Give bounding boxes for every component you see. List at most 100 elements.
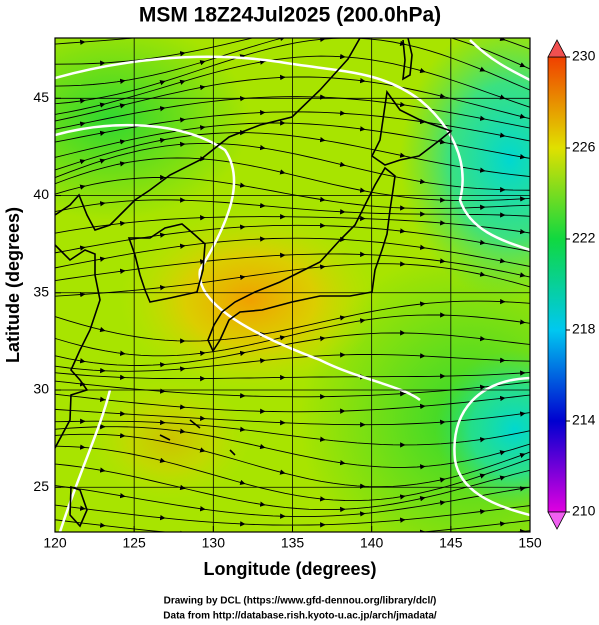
stream-arrow xyxy=(79,184,86,190)
stream-arrow xyxy=(239,274,246,281)
stream-arrow xyxy=(519,411,526,417)
stream-arrow xyxy=(479,66,486,72)
streamline xyxy=(55,132,530,177)
stream-arrow xyxy=(179,51,186,57)
streamline xyxy=(55,76,530,122)
stream-arrow xyxy=(119,103,126,109)
colorbar-min-arrow xyxy=(547,511,567,530)
colorbar-tick-label: 218 xyxy=(572,321,596,337)
stream-arrow xyxy=(119,161,126,167)
stream-arrow xyxy=(499,132,506,138)
stream-arrow xyxy=(119,139,126,145)
stream-arrow xyxy=(439,93,446,99)
colorbar-tick-label: 214 xyxy=(572,412,596,428)
streamline xyxy=(55,332,530,366)
stream-arrow xyxy=(519,113,526,119)
stream-arrow xyxy=(259,38,266,39)
streamline xyxy=(55,38,530,65)
stream-arrow xyxy=(439,258,446,264)
stream-arrow xyxy=(519,62,526,68)
stream-arrow xyxy=(399,228,406,234)
streamline xyxy=(55,177,530,210)
stream-arrow xyxy=(159,80,166,86)
colorbar-tick-label: 230 xyxy=(572,48,596,64)
stream-arrow xyxy=(179,79,186,85)
stream-arrow xyxy=(179,484,186,491)
stream-arrow xyxy=(99,256,106,262)
y-tick-label: 35 xyxy=(33,283,49,299)
colorbar-ticks: 210 214 218 222 226 230 xyxy=(566,48,596,519)
stream-arrow xyxy=(199,350,206,357)
streamline xyxy=(55,408,530,426)
streamline xyxy=(55,354,530,372)
y-tick-label: 25 xyxy=(33,478,49,494)
stream-arrow xyxy=(519,272,526,278)
stream-arrow xyxy=(399,152,406,158)
stream-arrow xyxy=(479,239,486,246)
stream-arrow xyxy=(99,158,106,164)
stream-arrow xyxy=(199,84,206,91)
y-tick-label: 45 xyxy=(33,89,49,105)
stream-arrow xyxy=(159,106,166,112)
x-tick-label: 150 xyxy=(518,535,542,551)
stream-arrow xyxy=(239,426,246,432)
title: MSM 18Z24Jul2025 (200.0hPa) xyxy=(139,4,441,27)
stream-arrow xyxy=(239,350,246,357)
streamline xyxy=(55,433,530,488)
streamline xyxy=(55,314,530,357)
stream-arrow xyxy=(179,117,186,123)
stream-arrow xyxy=(499,38,506,41)
streamline xyxy=(55,485,530,518)
streamline xyxy=(55,111,530,143)
stream-arrow xyxy=(479,115,486,121)
stream-arrow xyxy=(99,326,106,333)
stream-arrow xyxy=(499,475,506,481)
footer-line: Drawing by DCL (https://www.gfd-dennou.o… xyxy=(164,596,437,607)
field-blob xyxy=(400,38,530,300)
stream-arrow xyxy=(279,469,286,475)
stream-arrow xyxy=(119,493,126,499)
stream-arrow xyxy=(339,315,346,321)
stream-arrow xyxy=(519,228,526,235)
streamline xyxy=(55,157,530,202)
stream-arrow xyxy=(499,258,506,264)
streamline xyxy=(55,504,530,526)
stream-arrow xyxy=(439,500,446,506)
stream-arrow xyxy=(199,506,206,512)
stream-arrow xyxy=(359,126,366,132)
stream-arrow xyxy=(119,268,126,274)
x-tick-label: 140 xyxy=(360,535,384,551)
stream-arrow xyxy=(159,457,166,463)
streamline xyxy=(55,463,530,511)
stream-arrow xyxy=(481,23,485,24)
stream-arrow xyxy=(419,496,426,502)
stream-arrow xyxy=(259,501,266,507)
stream-arrow xyxy=(419,178,426,185)
stream-arrow xyxy=(279,169,286,175)
stream-arrow xyxy=(239,479,246,486)
streamline xyxy=(55,216,530,234)
colorbar-max-arrow xyxy=(547,39,567,58)
stream-arrow xyxy=(119,78,126,84)
y-tick-label: 40 xyxy=(33,186,49,202)
stream-arrow xyxy=(359,318,366,324)
streamline xyxy=(55,199,530,217)
stream-arrow xyxy=(99,467,106,473)
streamline xyxy=(55,38,530,105)
y-tick-label: 30 xyxy=(33,381,49,397)
stream-arrow xyxy=(79,159,86,165)
streamline xyxy=(55,224,530,254)
contours xyxy=(55,39,530,532)
stream-arrow xyxy=(79,98,86,104)
stream-arrow xyxy=(239,54,246,60)
stream-arrow xyxy=(339,161,346,167)
stream-arrow xyxy=(259,59,266,65)
streamline xyxy=(55,393,530,413)
stream-arrow xyxy=(79,245,86,251)
colorbar-tick-label: 222 xyxy=(572,230,596,246)
stream-arrow xyxy=(159,232,166,238)
stream-arrow xyxy=(99,102,106,108)
streamline xyxy=(55,142,530,191)
